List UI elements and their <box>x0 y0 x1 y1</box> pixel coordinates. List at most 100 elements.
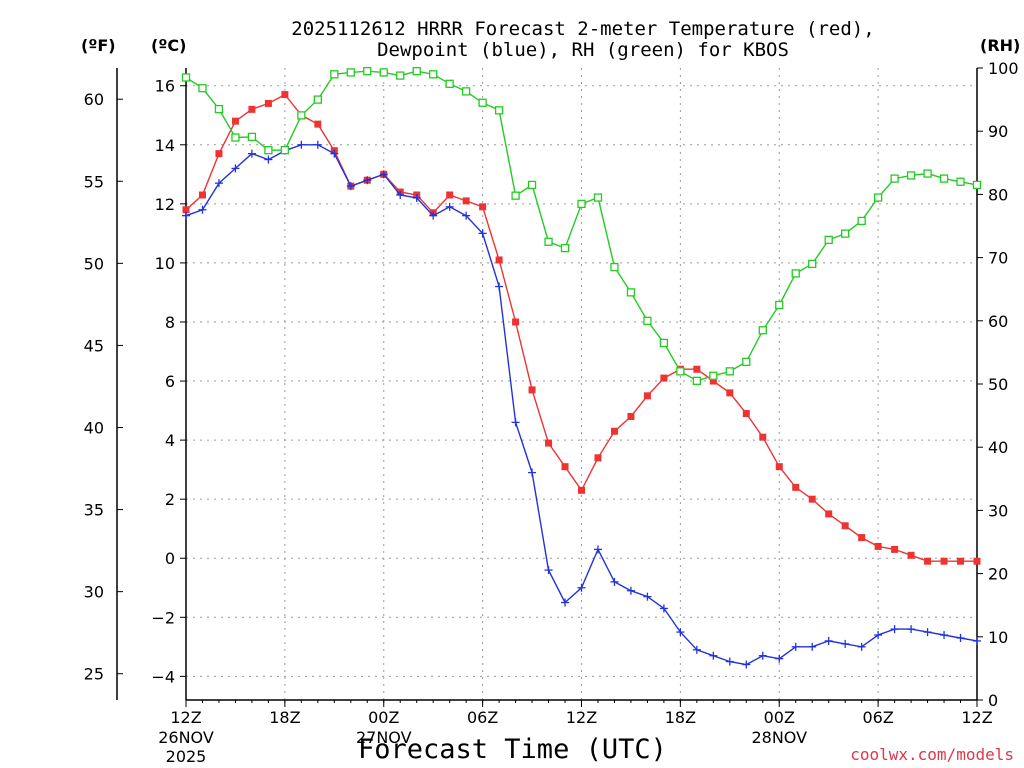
rh-point <box>461 87 471 96</box>
rh-point <box>429 70 438 79</box>
fahrenheit-tick-label: 60 <box>84 90 104 109</box>
chart-title-line-2: Dewpoint (blue), RH (green) for KBOS <box>377 39 789 61</box>
dewpoint-point <box>577 583 586 592</box>
dewpoint-point <box>907 625 916 634</box>
rh-point <box>527 180 537 190</box>
dewpoint-point <box>857 642 866 651</box>
dewpoint-point <box>692 645 701 654</box>
dewpoint-point <box>841 639 850 648</box>
dewpoint-point <box>495 282 504 291</box>
temperature-point <box>231 117 239 125</box>
celsius-tick-label: 12 <box>155 195 175 214</box>
dewpoint-point <box>709 651 718 660</box>
dewpoint-point <box>725 657 734 666</box>
temperature-point <box>874 542 882 550</box>
rh-point <box>231 133 240 142</box>
x-tick-label: 12Z <box>566 708 597 727</box>
rh-point <box>906 171 916 180</box>
rh-point <box>412 67 421 76</box>
temperature-point <box>314 120 322 128</box>
celsius-tick-label: −2 <box>151 608 175 627</box>
celsius-tick-label: 10 <box>155 254 175 273</box>
dewpoint-point <box>445 202 454 211</box>
rh-point <box>478 98 487 107</box>
rh-point <box>643 316 652 325</box>
dewpoint-point <box>676 628 685 637</box>
temperature-point <box>973 557 981 565</box>
dewpoint-point <box>313 140 322 149</box>
temperature-point <box>627 412 635 420</box>
celsius-unit-label: (ºC) <box>151 36 187 55</box>
temperature-point <box>281 91 289 99</box>
x-tick-date: 27NOV <box>356 728 412 747</box>
rh-unit-label: (RH) <box>980 36 1021 55</box>
dewpoint-point <box>610 577 619 586</box>
rh-point <box>379 68 388 77</box>
rh-point <box>264 146 273 155</box>
rh-point <box>313 95 322 104</box>
dewpoint-point <box>758 651 767 660</box>
rh-point <box>494 106 504 115</box>
rh-point <box>610 262 619 272</box>
dewpoint-point <box>791 642 800 651</box>
temperature-point <box>792 483 800 491</box>
rh-point <box>198 84 207 93</box>
x-tick-label: 18Z <box>665 708 696 727</box>
gridlines <box>186 68 977 700</box>
x-tick-label: 06Z <box>862 708 893 727</box>
dewpoint-point <box>808 642 817 651</box>
dewpoint-point <box>363 176 372 185</box>
rh-point <box>808 259 817 269</box>
celsius-tick-label: 14 <box>155 136 175 155</box>
rh-tick-label: 30 <box>988 501 1008 520</box>
x-tick-label: 00Z <box>368 708 399 727</box>
dewpoint-point <box>462 211 471 220</box>
temperature-point <box>841 522 849 530</box>
fahrenheit-unit-label: (ºF) <box>81 36 116 55</box>
x-tick-year: 2025 <box>166 747 207 766</box>
rh-point <box>396 71 405 80</box>
rh-point <box>577 199 586 209</box>
rh-point <box>972 180 982 190</box>
dewpoint-point <box>478 229 487 238</box>
dewpoint-point <box>297 140 306 149</box>
dewpoint-point <box>330 149 339 158</box>
rh-point <box>873 193 883 202</box>
temperature-point <box>462 197 470 205</box>
dewpoint-point <box>379 170 388 179</box>
rh-point <box>297 111 306 120</box>
rh-point <box>709 371 718 380</box>
dewpoint-point <box>643 592 652 601</box>
temperature-point <box>512 318 520 326</box>
rh-point <box>742 357 751 367</box>
celsius-tick-label: 8 <box>165 313 175 332</box>
x-tick-date: 28NOV <box>751 728 807 747</box>
rh-point <box>956 177 965 186</box>
temperature-point <box>610 427 618 435</box>
dewpoint-point <box>198 205 207 214</box>
temperature-point <box>726 389 734 397</box>
temperature-point <box>693 365 701 373</box>
temperature-point <box>775 463 783 471</box>
celsius-tick-label: 16 <box>155 77 175 96</box>
chart-title-line-1: 2025112612 HRRR Forecast 2-meter Tempera… <box>291 18 875 40</box>
dewpoint-point <box>742 660 751 669</box>
temperature-point <box>446 191 454 199</box>
rh-point <box>676 367 685 376</box>
rh-point <box>758 326 767 335</box>
dewpoint-point <box>956 633 965 642</box>
rh-tick-label: 80 <box>988 185 1008 204</box>
dewpoint-point <box>626 586 635 595</box>
rh-tick-label: 20 <box>988 565 1008 584</box>
temperature-point <box>495 256 503 264</box>
rh-point <box>890 174 899 183</box>
rh-point <box>923 169 932 178</box>
rh-tick-label: 70 <box>988 249 1008 268</box>
dewpoint-point <box>247 149 256 158</box>
fahrenheit-tick-label: 30 <box>84 583 104 602</box>
dewpoint-point <box>511 418 520 427</box>
dewpoint-point <box>264 155 273 164</box>
temperature-point <box>545 439 553 447</box>
dewpoint-point <box>528 468 537 477</box>
